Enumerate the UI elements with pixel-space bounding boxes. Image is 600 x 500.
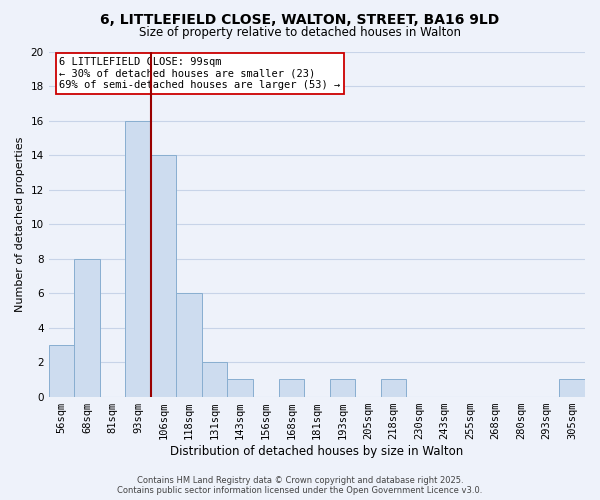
- Y-axis label: Number of detached properties: Number of detached properties: [15, 136, 25, 312]
- Bar: [151, 155, 176, 396]
- Bar: [202, 362, 227, 396]
- Text: 6 LITTLEFIELD CLOSE: 99sqm
← 30% of detached houses are smaller (23)
69% of semi: 6 LITTLEFIELD CLOSE: 99sqm ← 30% of deta…: [59, 56, 341, 90]
- Bar: [559, 380, 585, 396]
- Bar: [125, 120, 151, 396]
- Text: 6, LITTLEFIELD CLOSE, WALTON, STREET, BA16 9LD: 6, LITTLEFIELD CLOSE, WALTON, STREET, BA…: [100, 12, 500, 26]
- Bar: [49, 345, 74, 397]
- Text: Size of property relative to detached houses in Walton: Size of property relative to detached ho…: [139, 26, 461, 39]
- Text: Contains HM Land Registry data © Crown copyright and database right 2025.
Contai: Contains HM Land Registry data © Crown c…: [118, 476, 482, 495]
- Bar: [74, 258, 100, 396]
- X-axis label: Distribution of detached houses by size in Walton: Distribution of detached houses by size …: [170, 444, 463, 458]
- Bar: [278, 380, 304, 396]
- Bar: [227, 380, 253, 396]
- Bar: [380, 380, 406, 396]
- Bar: [329, 380, 355, 396]
- Bar: [176, 293, 202, 397]
